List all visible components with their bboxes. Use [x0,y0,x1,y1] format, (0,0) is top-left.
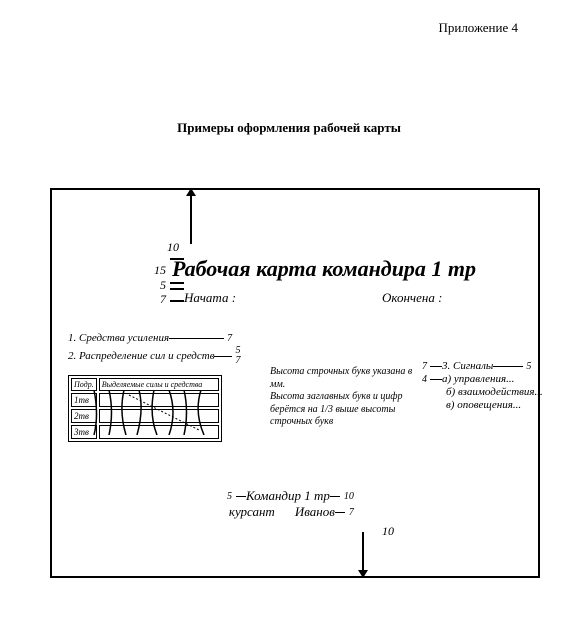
left-item-1: 1. Средства усиления [68,332,169,344]
underline [335,512,345,513]
map-main-title: Рабочая карта командира 1 тр [172,256,476,282]
started-label: Начата : [184,290,236,306]
table-row: 3тв [71,425,97,439]
dim-10: 10 [344,491,354,502]
dim-7: 7 [160,292,166,307]
example-frame: 10 15 5 7 Рабочая карта командира 1 тр Н… [50,188,540,578]
right-list: 7 3. Сигналы 5 4 а) управления... б) вза… [422,360,543,412]
signature-block: 5 Командир 1 тр 10 курсант Иванов 7 [227,488,354,520]
right-item-1: 3. Сигналы [442,360,493,372]
dim-15: 15 [154,263,166,278]
ended-label: Окончена : [382,290,442,306]
right-item-3: б) взаимодействия... [446,386,543,398]
top-arrow [190,194,192,244]
underline [330,496,340,497]
dim-5: 5 [227,491,232,502]
underline [430,366,442,367]
appendix-label: Приложение 4 [438,20,518,36]
dim-7: 7 [349,507,354,518]
note-line: Высота заглавных букв и цифр берётся на … [270,391,420,429]
dim-10-bottom: 10 [382,524,394,539]
dim-7: 7 [422,361,427,372]
left-list: 1. Средства усиления 7 2. Распределение … [68,332,240,368]
dim-7: 7 [227,333,232,344]
dim-10-top: 10 [167,240,179,255]
commander-label: Командир 1 тр [246,488,330,504]
note-line: Высота строчных букв указана в мм. [270,366,420,391]
dim-5: 5 [160,278,166,293]
cadet-label: курсант [229,504,275,520]
tick [170,288,184,290]
forces-table: Подр. Выделяемые силы и средства 1тв 2тв… [68,375,222,442]
tick [170,282,184,284]
dim-7: 7 [235,356,240,366]
table-row: 1тв [71,393,97,407]
page-title: Примеры оформления рабочей карты [0,120,578,136]
bottom-arrow [362,532,364,572]
underline [214,356,232,357]
dim-4: 4 [422,374,427,385]
table-row: 2тв [71,409,97,423]
table-header-forces: Выделяемые силы и средства [99,378,219,391]
underline [169,338,224,339]
tick [170,300,184,302]
underline [493,366,523,367]
right-item-4: в) оповещения... [446,399,521,411]
underline [430,379,442,380]
name-label: Иванов [295,504,335,520]
left-item-2: 2. Распределение сил и средств [68,350,214,362]
right-item-2: а) управления... [442,373,514,385]
dim-5: 5 [526,361,531,372]
underline [236,496,246,497]
center-note: Высота строчных букв указана в мм. Высот… [270,366,420,429]
table-header-unit: Подр. [71,378,97,391]
